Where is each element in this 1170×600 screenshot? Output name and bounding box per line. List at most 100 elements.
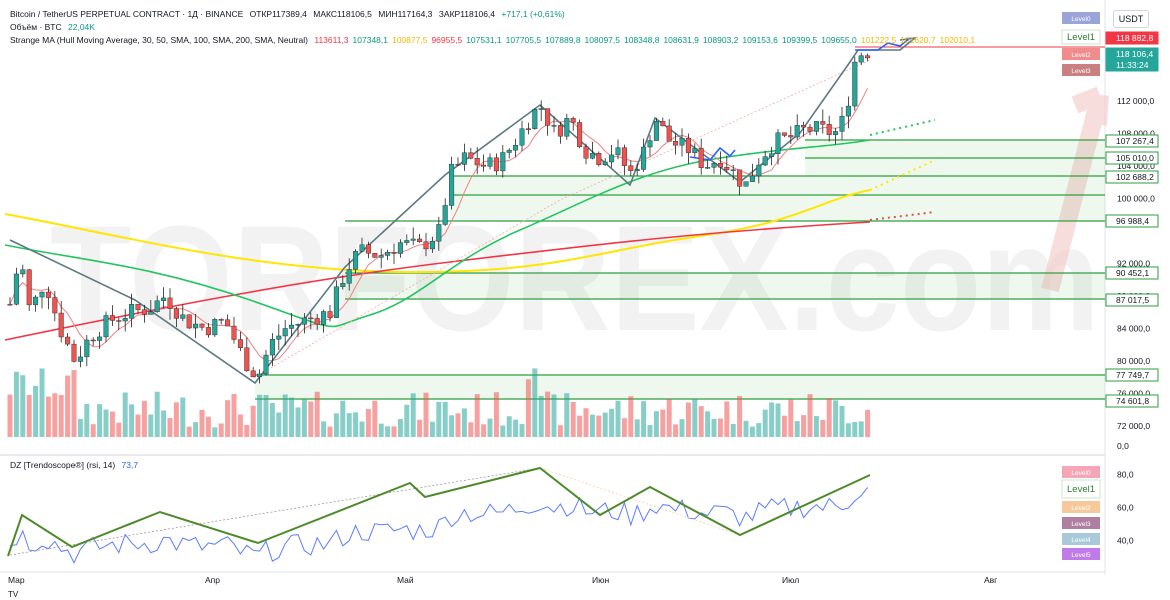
volume-bar: [109, 411, 115, 437]
candle-body: [295, 324, 301, 326]
open-value: ОТКР117389,4: [249, 9, 307, 19]
candle-body: [775, 132, 781, 154]
close-value: ЗАКР118106,4: [438, 9, 496, 19]
volume-bar: [218, 423, 224, 437]
candle-body: [301, 317, 307, 325]
volume-bar: [45, 396, 51, 437]
ma-200-line: [4, 221, 871, 341]
candle-body: [359, 244, 365, 252]
candle-body: [839, 115, 845, 132]
candle-body: [13, 273, 19, 305]
candle-body: [321, 311, 327, 325]
candle-body: [173, 308, 179, 319]
price-tag-label: 77 749,7: [1116, 370, 1149, 380]
symbol-title[interactable]: Bitcoin / TetherUS PERPETUAL CONTRACT · …: [10, 9, 244, 19]
candle-body: [103, 315, 109, 338]
time-axis-label: Май: [397, 575, 414, 585]
volume-bar: [737, 396, 743, 437]
volume-bar: [801, 415, 807, 437]
ma-header: Strange MA (Hull Moving Average, 30, 50,…: [10, 35, 983, 45]
rsi-level-legend-label: Level5: [1071, 552, 1091, 559]
volume-label[interactable]: Объём · BTC: [10, 22, 62, 32]
price-tag: [1105, 151, 1159, 165]
volume-bar: [346, 413, 352, 437]
volume-bar: [135, 414, 141, 437]
candle-body: [455, 163, 461, 166]
candle-body: [794, 125, 800, 138]
volume-bar: [13, 371, 19, 437]
time-axis-label: Июл: [782, 575, 799, 585]
ma-value: 108903,2: [702, 35, 739, 45]
price-tag-label: 118 882,8: [1116, 33, 1153, 43]
candle-body: [39, 291, 45, 298]
candle-body: [506, 149, 512, 153]
volume-bar: [641, 401, 647, 437]
price-tag: [1105, 214, 1159, 228]
volume-bar: [205, 416, 211, 437]
volume-bar: [180, 397, 186, 437]
volume-bar: [397, 419, 403, 437]
candle-body: [436, 224, 442, 242]
price-tag-label: 90 452,1: [1116, 268, 1149, 278]
volume-bar: [385, 426, 391, 437]
candle-body: [340, 283, 346, 287]
change-value: +717,1 (+0,61%): [501, 9, 565, 19]
ma-value: 109655,0: [821, 35, 857, 45]
price-tag-label: 87 017,5: [1116, 295, 1149, 305]
volume-bar: [33, 385, 39, 437]
level-legend-box: [1062, 48, 1100, 60]
rsi-label[interactable]: DZ [Trendoscope®] (rsi, 14): [10, 460, 116, 470]
candle-body: [833, 131, 839, 135]
tradingview-logo[interactable]: TV: [8, 590, 19, 599]
volume-bar: [295, 407, 301, 437]
volume-bar: [513, 419, 519, 437]
price-axis-label: 112 000,0: [1117, 96, 1154, 106]
candle-body: [865, 55, 871, 59]
volume-bar: [289, 397, 295, 437]
volume-bar: [372, 400, 378, 437]
volume-bar: [647, 424, 653, 437]
candle-body: [461, 152, 467, 165]
rsi-level-legend-box: [1062, 466, 1100, 478]
candle-body: [570, 118, 576, 123]
candle-body: [609, 154, 615, 163]
candle-body: [653, 121, 659, 141]
candle-body: [743, 181, 749, 187]
rsi-axis-label: 60,0: [1117, 502, 1134, 512]
candle-body: [801, 125, 807, 128]
volume-bar: [493, 392, 499, 437]
rsi-axis-label: 80,0: [1117, 469, 1134, 479]
currency-selector[interactable]: USDT: [1113, 10, 1149, 28]
price-tag: [1105, 170, 1159, 184]
volume-bar: [129, 404, 135, 437]
trend-dotted-line: [249, 59, 871, 381]
rsi-level-legend-box: [1062, 517, 1100, 529]
level-zone: [345, 273, 1105, 299]
volume-bar: [161, 410, 167, 437]
candle-body: [333, 286, 339, 318]
ma-label[interactable]: Strange MA (Hull Moving Average, 30, 50,…: [10, 35, 308, 45]
volume-bar: [167, 417, 173, 437]
volume-bar: [359, 421, 365, 437]
volume-bar: [237, 414, 243, 437]
candle-body: [538, 108, 544, 110]
price-tag-label: 102 688,2: [1116, 172, 1154, 182]
rsi-level-legend-box: [1062, 501, 1100, 513]
rsi-level-legend-box: [1062, 548, 1100, 560]
candle-body: [577, 122, 583, 147]
rsi-axis-label: 40,0: [1117, 535, 1134, 545]
volume-bar: [391, 426, 397, 437]
candle-body: [397, 242, 403, 254]
candle-body: [58, 312, 64, 338]
volume-bar: [858, 421, 864, 437]
volume-bar: [269, 402, 275, 437]
candle-body: [692, 148, 698, 153]
volume-bar: [455, 413, 461, 437]
volume-bar: [570, 401, 576, 437]
price-tag: [1105, 266, 1159, 280]
rsi-trend-dotted: [9, 467, 541, 556]
volume-bar: [97, 404, 103, 437]
volume-bar: [71, 370, 77, 437]
candle-body: [154, 300, 160, 312]
